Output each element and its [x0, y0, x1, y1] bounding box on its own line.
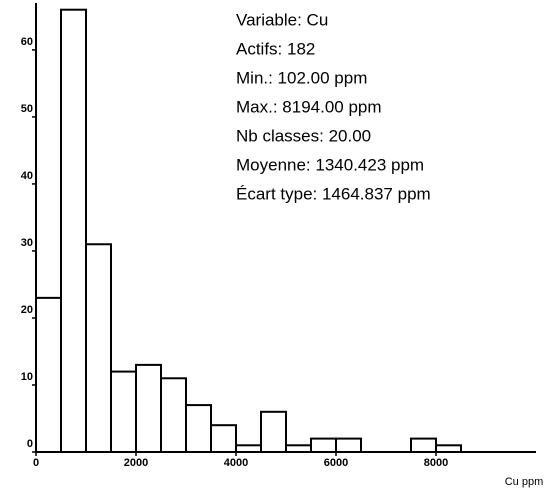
y-tick-label: 50 — [21, 103, 33, 115]
x-tick-label: 4000 — [224, 457, 248, 469]
annotation: Min.: 102.00 ppm — [236, 68, 367, 87]
bar — [135, 363, 162, 453]
bar — [435, 444, 462, 453]
bar — [110, 370, 137, 453]
x-tick-label: 8000 — [424, 457, 448, 469]
annotation: Variable: Cu — [236, 10, 328, 29]
bar — [310, 437, 337, 453]
annotation: Nb classes: 20.00 — [236, 126, 371, 145]
bar — [260, 410, 287, 453]
bar — [285, 444, 312, 453]
bar — [35, 296, 62, 453]
annotation: Écart type: 1464.837 ppm — [236, 184, 431, 203]
annotation: Actifs: 182 — [236, 39, 315, 58]
y-tick-label: 30 — [21, 237, 33, 249]
annotation: Max.: 8194.00 ppm — [236, 97, 382, 116]
bar — [160, 377, 187, 453]
x-tick-label: 0 — [33, 457, 39, 469]
y-tick-label: 20 — [21, 304, 33, 316]
bar — [185, 404, 212, 453]
bar — [60, 8, 87, 453]
x-tick-label: 2000 — [124, 457, 148, 469]
bar — [210, 424, 237, 453]
bar — [410, 437, 437, 453]
y-tick-label: 10 — [21, 371, 33, 383]
y-tick-label: 0 — [27, 438, 33, 450]
bar — [85, 243, 112, 453]
y-tick-label: 60 — [21, 36, 33, 48]
bar — [335, 437, 362, 453]
y-tick-label: 40 — [21, 170, 33, 182]
annotation: Moyenne: 1340.423 ppm — [236, 155, 424, 174]
x-axis-label: Cu ppm — [505, 476, 544, 488]
x-tick-label: 6000 — [324, 457, 348, 469]
bar — [235, 444, 262, 453]
